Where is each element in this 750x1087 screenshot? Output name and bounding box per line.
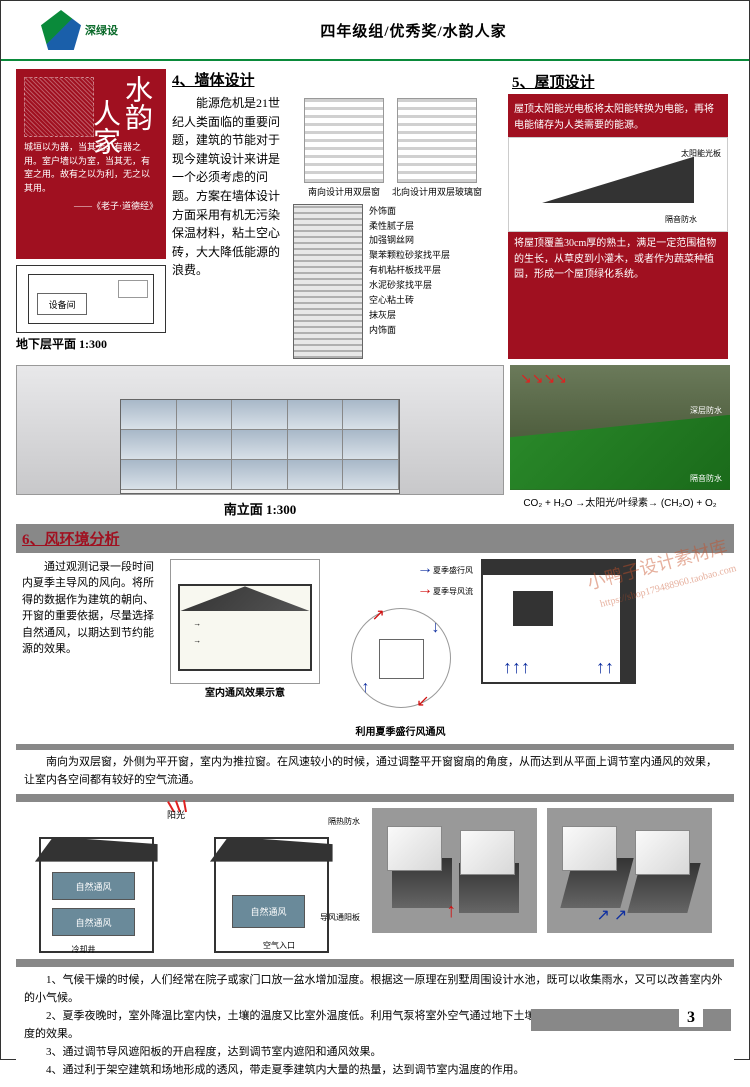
row-2: 南立面 1:300 ↘↘↘↘ 深层防水 隔音防水 CO₂ + H₂O →太阳光/… <box>16 365 734 518</box>
logo-text: 深绿设 <box>85 22 118 38</box>
elevation-label: 南立面 1:300 <box>16 499 504 518</box>
wall-caption-2: 北向设计用双层玻璃窗 <box>392 187 482 198</box>
hero-source: ——《老子·道德经》 <box>24 199 158 212</box>
section-diagram-1: 自然通风 自然通风 阳光 冷却井 <box>22 808 187 953</box>
section6-title: 6、风环境分析 <box>16 528 734 549</box>
page-number-bar: 3 <box>531 1009 731 1031</box>
wind-circle-diagram: →夏季盛行风 →夏季导风流 ↗ ↙ ↑ ↓ 利用夏季盛行风通风 <box>328 559 473 739</box>
wall-layer-labels: 外饰面 柔性腻子层 加强钢丝网 聚苯颗粒砂浆找平层 有机粘杆板找平层 水泥砂浆找… <box>369 204 450 359</box>
hero-redbox: 水韵 人家 城垣以为器，当其无，有器之用。室户墙以为室，当其无，有室之用。故有之… <box>16 69 166 259</box>
page: 深绿设 四年级组/优秀奖/水韵人家 水韵 人家 城垣以为器，当其无，有器之用。室… <box>0 0 750 1060</box>
wall-detail-diagram <box>293 204 363 359</box>
photosynthesis-formula: CO₂ + H₂O →太阳光/叶绿素→ (CH₂O) + O₂ <box>510 490 730 513</box>
section-diagram-2: 自然通风 导风通阳板 隔热防水 空气入口 <box>197 808 362 953</box>
wall-diagram-1 <box>304 98 384 183</box>
section4-title: 4、墙体设计 <box>172 69 502 90</box>
section6-para: 南向为双层窗，外侧为平开窗，室内为推拉窗。在风速较小的时候，通过调整平开窗窗扇的… <box>16 750 734 793</box>
section-6: 6、风环境分析 通过观测记录一段时间内夏季主导风的风向。将所得的数据作为建筑的朝… <box>16 524 734 1087</box>
south-elevation <box>16 365 504 495</box>
elevation-block: 南立面 1:300 <box>16 365 504 518</box>
header-title: 四年级组/优秀奖/水韵人家 <box>118 20 709 41</box>
header: 深绿设 四年级组/优秀奖/水韵人家 <box>1 1 749 61</box>
section5-title: 5、屋顶设计 <box>508 69 728 94</box>
logo-icon <box>41 10 81 50</box>
roof-solar-diagram: 太阳能光板 隔音防水 <box>508 137 728 232</box>
section5-text2: 将屋顶覆盖30cm厚的熟土，满足一定范围植物的生长，从草皮到小灌木，或者作为蔬菜… <box>508 232 728 287</box>
page-number: 3 <box>679 1009 703 1027</box>
point-3: 3、通过调节导风遮阳板的开启程度，达到调节室内遮阳和通风效果。 <box>24 1043 726 1061</box>
indoor-vent-diagram: → → 室内通风效果示意 <box>170 559 320 739</box>
green-roof-diagram: ↘↘↘↘ 深层防水 隔音防水 <box>510 365 730 490</box>
row-1: 水韵 人家 城垣以为器，当其无，有器之用。室户墙以为室，当其无，有室之用。故有之… <box>16 69 734 359</box>
basement-plan-label: 地下层平面 1:300 <box>16 335 166 352</box>
section4-text: 能源危机是21世纪人类面临的重要问题，建筑的节能对于现今建筑设计来讲是一个必须考… <box>172 94 287 359</box>
hero-title2: 人家 <box>84 99 124 155</box>
point-4: 4、通过利于架空建筑和场地形成的透风，带走夏季建筑内大量的热量，达到调节室内温度… <box>24 1061 726 1079</box>
plan-wind-diagram: ↑↑↑ ↑↑ <box>481 559 636 684</box>
shadow-diagram-2: ↗ ↗ <box>547 808 712 933</box>
wall-caption-1: 南向设计用双层窗 <box>304 187 384 198</box>
sun-arrows-icon: ↘↘↘↘ <box>520 371 567 388</box>
basement-plan: 设备间 <box>16 265 166 333</box>
plan-room-label: 设备间 <box>37 293 87 315</box>
wall-diagram-2 <box>397 98 477 183</box>
hero-column: 水韵 人家 城垣以为器，当其无，有器之用。室户墙以为室，当其无，有室之用。故有之… <box>16 69 166 359</box>
point-1: 1、气候干燥的时候，人们经常在院子或家门口放一盆水增加湿度。根据这一原理在别墅周… <box>24 971 726 1007</box>
section6-text: 通过观测记录一段时间内夏季主导风的风向。将所得的数据作为建筑的朝向、开窗的重要依… <box>22 559 162 739</box>
building-graphic <box>120 399 400 494</box>
section-5: 5、屋顶设计 屋顶太阳能光电板将太阳能转换为电能，再将电能储存为人类需要的能源。… <box>508 69 728 359</box>
section5-text1: 屋顶太阳能光电板将太阳能转换为电能，再将电能储存为人类需要的能源。 <box>508 98 728 137</box>
green-roof-block: ↘↘↘↘ 深层防水 隔音防水 CO₂ + H₂O →太阳光/叶绿素→ (CH₂O… <box>510 365 730 518</box>
content: 水韵 人家 城垣以为器，当其无，有器之用。室户墙以为室，当其无，有室之用。故有之… <box>1 61 749 1041</box>
section-4: 4、墙体设计 能源危机是21世纪人类面临的重要问题，建筑的节能对于现今建筑设计来… <box>172 69 502 359</box>
shadow-diagram-1: ↑ <box>372 808 537 933</box>
